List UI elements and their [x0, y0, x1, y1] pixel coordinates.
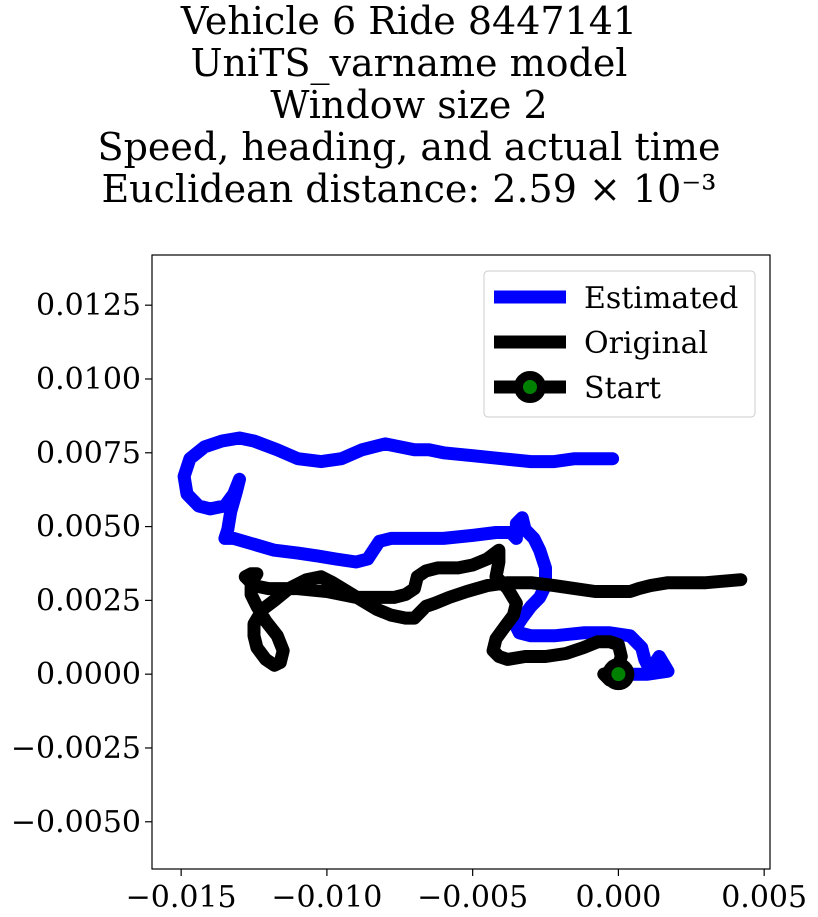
- y-tick-label: −0.0050: [11, 805, 141, 840]
- title-line-1: Vehicle 6 Ride 8447141: [180, 0, 637, 43]
- title-line-3: Window size 2: [270, 83, 547, 127]
- x-tick-label: −0.010: [271, 880, 382, 915]
- title-line-4: Speed, heading, and actual time: [98, 125, 721, 169]
- legend-label-estimated: Estimated: [584, 281, 738, 316]
- axes-frame: [151, 254, 771, 870]
- y-tick-label: −0.0025: [11, 731, 141, 766]
- y-tick-label: 0.0125: [36, 288, 141, 323]
- title-line-5: Euclidean distance: 2.59 × 10⁻³: [101, 167, 716, 211]
- y-tick-label: 0.0100: [36, 362, 141, 397]
- plot-area: [151, 254, 771, 870]
- y-tick-label: 0.0025: [36, 583, 141, 618]
- y-axis: 0.0125 0.0100 0.0075 0.0050 0.0025 0.0000 −0.0…: [11, 288, 152, 840]
- y-tick-label: 0.0075: [36, 436, 141, 471]
- x-tick-label: −0.005: [417, 880, 528, 915]
- series-line-original: [238, 543, 748, 687]
- start-marker: [602, 658, 635, 691]
- x-tick-label: 0.005: [721, 880, 807, 915]
- x-axis: −0.015 −0.010 −0.005 0.000 0.005: [126, 869, 807, 915]
- legend: Estimated Original Start: [483, 270, 756, 418]
- legend-label-start: Start: [584, 371, 661, 406]
- series-group: [177, 431, 748, 691]
- y-tick-label: 0.0050: [36, 510, 141, 545]
- y-tick-label: 0.0000: [36, 657, 141, 692]
- x-tick-label: 0.000: [575, 880, 661, 915]
- legend-start-marker: [514, 371, 546, 403]
- title-line-2: UniTS_varname model: [191, 41, 628, 86]
- x-tick-label: −0.015: [126, 880, 237, 915]
- series-line-estimated: [177, 431, 675, 681]
- legend-label-original: Original: [584, 326, 708, 361]
